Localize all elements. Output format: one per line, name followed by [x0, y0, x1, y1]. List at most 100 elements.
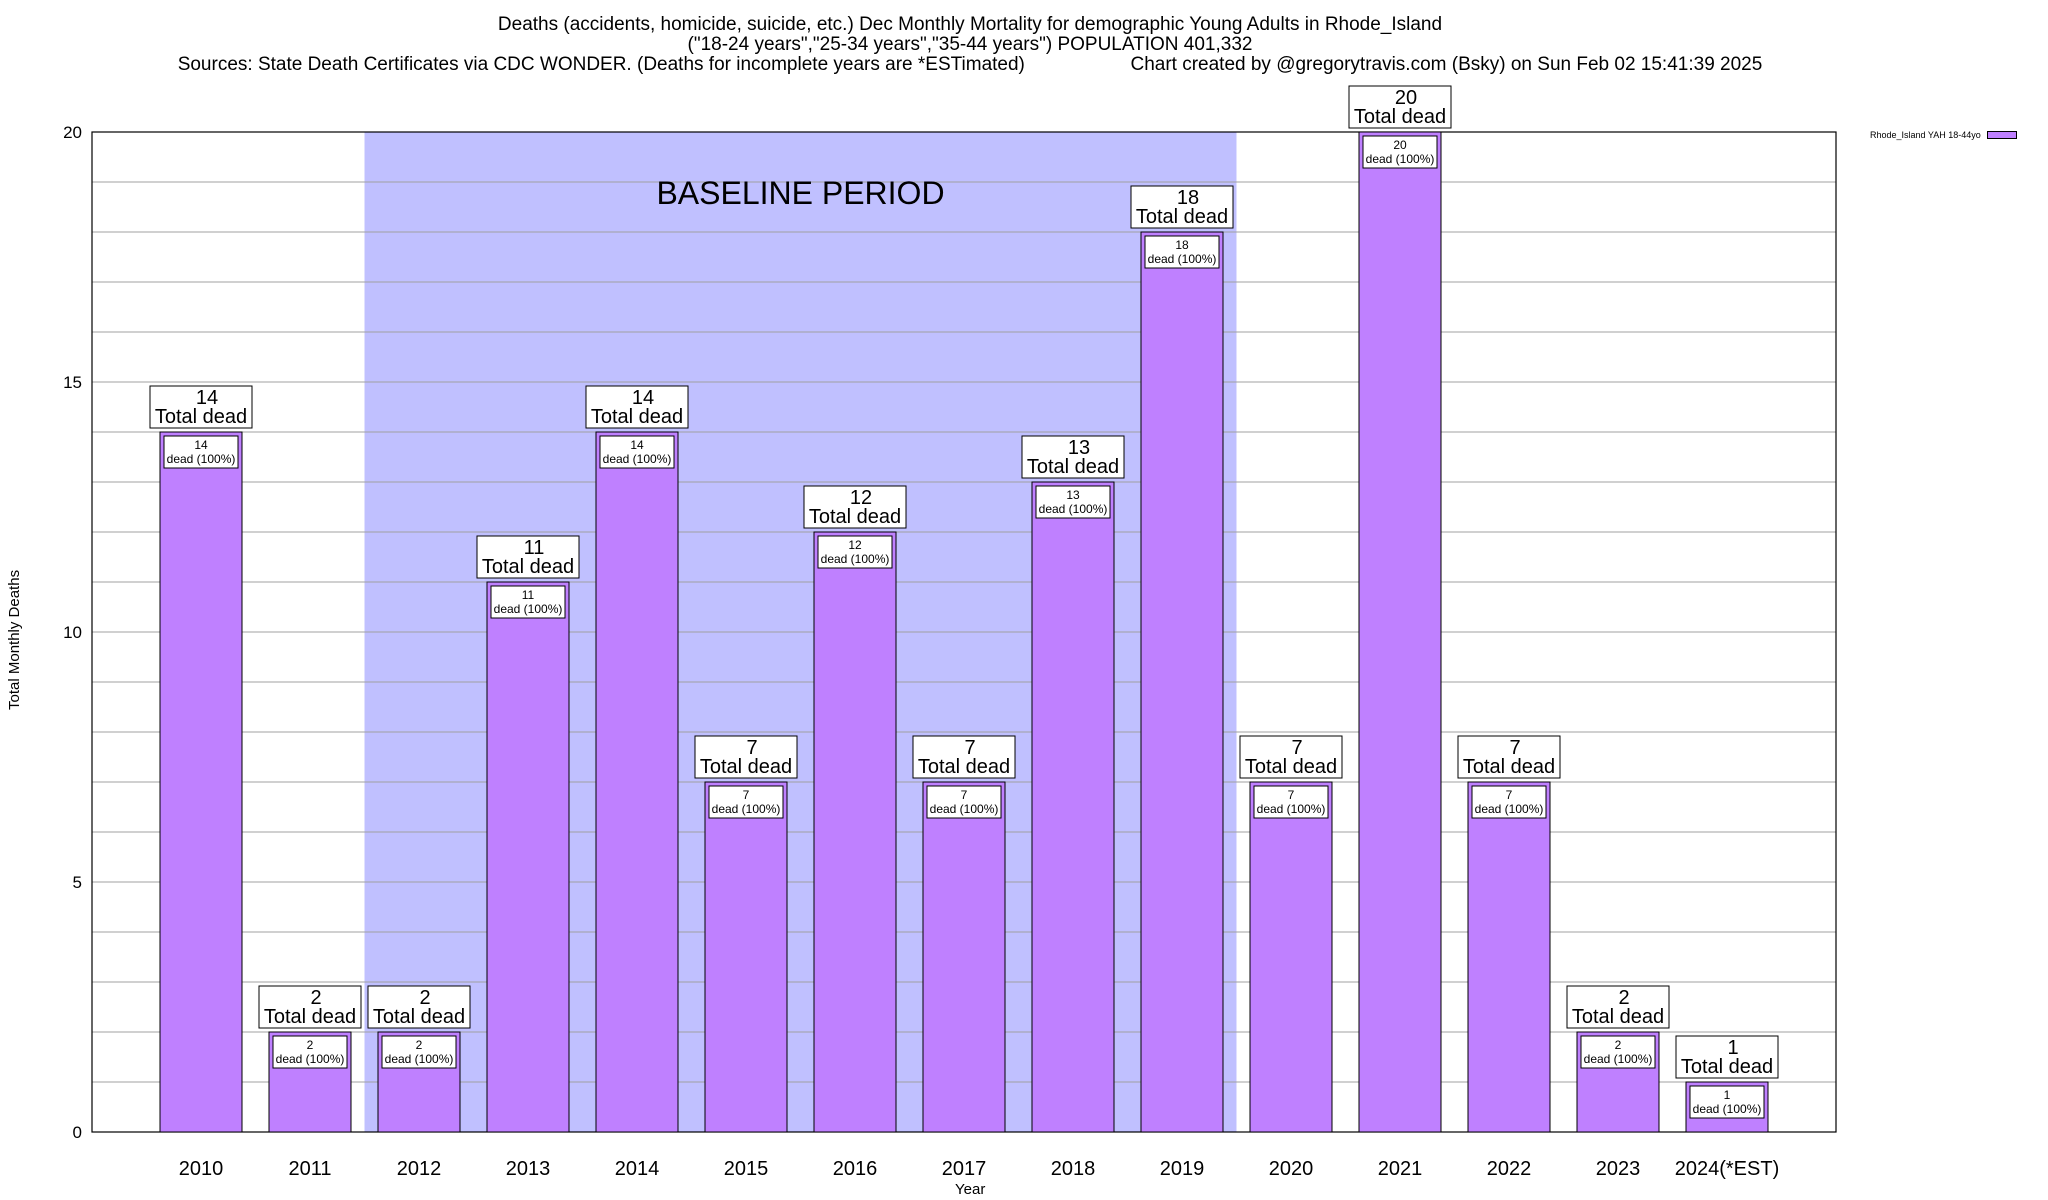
bar-2010 [159, 431, 243, 1133]
bar-inner-value: 7 [1506, 788, 1513, 802]
bar-inner-label-box [1144, 235, 1220, 269]
bar-total-label-box [149, 385, 253, 429]
bar-total-label-box [1348, 85, 1452, 129]
bar-2014 [595, 431, 679, 1133]
baseline-period-label: BASELINE PERIOD [656, 175, 944, 211]
bar-total-value: 14 [632, 387, 654, 409]
x-tick-label: 2011 [288, 1158, 331, 1180]
bar-total-label-box [912, 735, 1016, 779]
legend-label: Rhode_Island YAH 18-44yo [1870, 130, 1981, 140]
x-tick-label: 2012 [397, 1158, 442, 1180]
bar-inner-label-box [1689, 1085, 1765, 1119]
bar-inner-label: dead (100%) [276, 1052, 345, 1066]
bar-2021 [1358, 131, 1442, 1133]
bar-total-label: Total dead [264, 1006, 356, 1028]
bar-total-label: Total dead [1136, 206, 1228, 228]
bar-total-label: Total dead [1463, 756, 1555, 778]
bar-total-label-box [694, 735, 798, 779]
x-axis-label: Year [955, 1181, 986, 1198]
bar-total-label-box [585, 385, 689, 429]
bar-inner-value: 2 [416, 1038, 423, 1052]
bar-total-value: 11 [524, 537, 545, 559]
bar-total-value: 2 [1618, 987, 1629, 1009]
bar-inner-value: 2 [1615, 1038, 1622, 1052]
bar-inner-label-box [599, 435, 675, 469]
bar-total-value: 7 [746, 737, 757, 759]
x-tick-label: 2023 [1596, 1158, 1641, 1180]
y-tick-label: 15 [63, 373, 82, 392]
bar-total-label-box [258, 985, 362, 1029]
bar-inner-label: dead (100%) [1039, 502, 1108, 516]
bar-inner-label-box [1471, 785, 1547, 819]
x-tick-label: 2017 [942, 1158, 987, 1180]
x-tick-label: 2016 [833, 1158, 878, 1180]
x-tick-label: 2024(*EST) [1675, 1158, 1780, 1180]
bar-inner-value: 18 [1175, 238, 1189, 252]
bar-total-label: Total dead [591, 406, 683, 428]
bar-inner-label: dead (100%) [1366, 152, 1435, 166]
y-tick-label: 0 [73, 1123, 82, 1142]
bar-inner-label-box [1580, 1035, 1656, 1069]
bar-total-label-box [1130, 185, 1234, 229]
bar-total-label: Total dead [155, 406, 247, 428]
bar-inner-label-box [490, 585, 566, 619]
bar-total-label: Total dead [918, 756, 1010, 778]
bar-inner-value: 14 [194, 438, 208, 452]
bar-total-label: Total dead [1572, 1006, 1664, 1028]
bar-2022 [1467, 781, 1551, 1133]
bar-total-value: 18 [1177, 187, 1199, 209]
bar-total-label-box [1566, 985, 1670, 1029]
y-tick-label: 5 [73, 873, 82, 892]
bar-total-label: Total dead [482, 556, 574, 578]
bar-inner-label: dead (100%) [1475, 802, 1544, 816]
bar-total-value: 13 [1068, 437, 1090, 459]
bar-inner-value: 14 [630, 438, 644, 452]
bar-2015 [704, 781, 788, 1133]
bar-total-value: 20 [1395, 87, 1417, 109]
y-tick-label: 10 [63, 623, 82, 642]
chart-sources-line: Sources: State Death Certificates via CD… [0, 54, 1940, 75]
bar-total-label: Total dead [1354, 106, 1446, 128]
bar-inner-label: dead (100%) [821, 552, 890, 566]
chart-subtitle: ("18-24 years","25-34 years","35-44 year… [687, 34, 1253, 55]
bar-inner-value: 13 [1066, 488, 1080, 502]
bar-inner-value: 7 [961, 788, 968, 802]
bar-total-value: 2 [310, 987, 321, 1009]
x-tick-label: 2015 [724, 1158, 769, 1180]
bar-inner-label-box [163, 435, 239, 469]
y-axis-label: Total Monthly Deaths [6, 569, 23, 710]
bar-inner-value: 11 [522, 588, 535, 602]
bar-total-value: 12 [850, 487, 872, 509]
x-tick-label: 2013 [506, 1158, 551, 1180]
bar-inner-label: dead (100%) [167, 452, 236, 466]
bar-inner-value: 1 [1724, 1088, 1731, 1102]
x-tick-label: 2021 [1378, 1158, 1423, 1180]
bar-inner-label-box [926, 785, 1002, 819]
x-tick-label: 2020 [1269, 1158, 1314, 1180]
x-tick-label: 2022 [1487, 1158, 1532, 1180]
bar-inner-label: dead (100%) [603, 452, 672, 466]
bar-total-value: 2 [419, 987, 430, 1009]
bar-inner-label-box [817, 535, 893, 569]
bar-inner-label: dead (100%) [1148, 252, 1217, 266]
bar-total-value: 7 [1509, 737, 1520, 759]
bar-total-label: Total dead [1681, 1056, 1773, 1078]
bar-2016 [813, 531, 897, 1133]
bar-total-label-box [476, 535, 580, 579]
bar-inner-label: dead (100%) [1693, 1102, 1762, 1116]
x-tick-label: 2018 [1051, 1158, 1096, 1180]
bar-2020 [1249, 781, 1333, 1133]
bar-total-label-box [1239, 735, 1343, 779]
bar-inner-label: dead (100%) [494, 602, 563, 616]
bar-total-value: 1 [1727, 1037, 1738, 1059]
x-tick-label: 2010 [179, 1158, 224, 1180]
bar-inner-label-box [1035, 485, 1111, 519]
bar-total-value: 14 [196, 387, 218, 409]
bar-inner-value: 7 [1288, 788, 1295, 802]
chart-title: Deaths (accidents, homicide, suicide, et… [497, 14, 1443, 35]
bar-total-label-box [803, 485, 907, 529]
bar-inner-value: 7 [743, 788, 750, 802]
bar-total-label: Total dead [1245, 756, 1337, 778]
bar-inner-label: dead (100%) [1584, 1052, 1653, 1066]
source-note: Sources: State Death Certificates via CD… [177, 54, 1025, 75]
